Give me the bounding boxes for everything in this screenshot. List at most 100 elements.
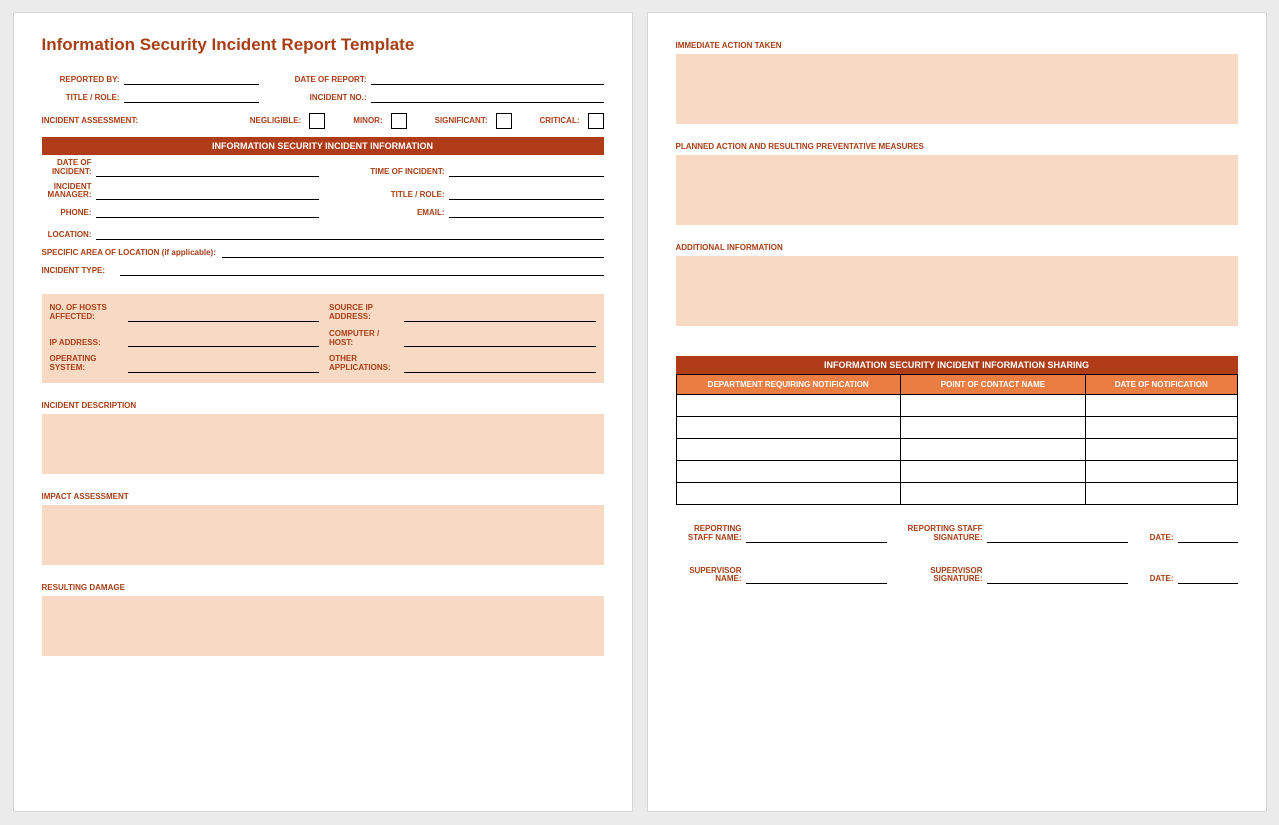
box-incident-description[interactable] (42, 414, 604, 474)
box-additional-info[interactable] (676, 256, 1238, 326)
label-assessment: INCIDENT ASSESSMENT: (42, 117, 152, 126)
field-reporting-name[interactable] (746, 531, 887, 543)
field-incident-manager[interactable] (96, 188, 319, 200)
field-os[interactable] (128, 361, 320, 373)
label-reporting-name: REPORTING STAFF NAME: (676, 525, 746, 543)
label-date-1: DATE: (1128, 534, 1178, 543)
label-planned-action: PLANNED ACTION AND RESULTING PREVENTATIV… (676, 142, 1238, 151)
opt-negligible-label: NEGLIGIBLE: (250, 117, 306, 126)
label-source-ip: SOURCE IP ADDRESS: (329, 304, 404, 322)
label-resulting-damage: RESULTING DAMAGE (42, 583, 604, 592)
field-incident-type[interactable] (120, 264, 604, 276)
label-time-incident: TIME OF INCIDENT: (319, 168, 449, 177)
label-impact-assessment: IMPACT ASSESSMENT (42, 492, 604, 501)
field-ip-address[interactable] (128, 335, 320, 347)
checkbox-critical[interactable] (588, 113, 604, 129)
label-incident-manager: INCIDENT MANAGER: (42, 183, 96, 201)
page-1: Information Security Incident Report Tem… (13, 12, 633, 812)
field-supervisor-sig[interactable] (987, 572, 1128, 584)
assessment-row: INCIDENT ASSESSMENT: NEGLIGIBLE: MINOR: … (42, 113, 604, 129)
label-ip-address: IP ADDRESS: (50, 339, 128, 348)
field-location[interactable] (96, 228, 604, 240)
field-date-2[interactable] (1178, 572, 1238, 584)
field-email[interactable] (449, 206, 604, 218)
row-date-time-incident: DATE OF INCIDENT: TIME OF INCIDENT: (42, 159, 604, 177)
label-incident-no: INCIDENT NO.: (259, 94, 371, 103)
label-phone: PHONE: (42, 209, 96, 218)
checkbox-minor[interactable] (391, 113, 407, 129)
row-title-role-top: TITLE / ROLE: INCIDENT NO.: (42, 91, 604, 103)
sharing-table: DEPARTMENT REQUIRING NOTIFICATION POINT … (676, 374, 1238, 505)
label-immediate-action: IMMEDIATE ACTION TAKEN (676, 41, 1238, 50)
tech-row-3: OPERATING SYSTEM: OTHER APPLICATIONS: (50, 355, 596, 373)
label-supervisor-sig: SUPERVISOR SIGNATURE: (887, 567, 987, 585)
checkbox-significant[interactable] (496, 113, 512, 129)
label-title-role-2: TITLE / ROLE: (319, 191, 449, 200)
table-row[interactable] (676, 439, 1237, 461)
opt-critical-label: CRITICAL: (540, 117, 584, 126)
field-incident-no[interactable] (371, 91, 604, 103)
box-impact-assessment[interactable] (42, 505, 604, 565)
field-reported-by[interactable] (124, 73, 259, 85)
field-date-of-report[interactable] (371, 73, 604, 85)
section-header-info: INFORMATION SECURITY INCIDENT INFORMATIO… (42, 137, 604, 155)
field-reporting-sig[interactable] (987, 531, 1128, 543)
label-incident-type: INCIDENT TYPE: (42, 267, 120, 276)
field-date-1[interactable] (1178, 531, 1238, 543)
field-specific-area[interactable] (222, 246, 604, 258)
opt-minor-label: MINOR: (353, 117, 386, 126)
signature-row-supervisor: SUPERVISOR NAME: SUPERVISOR SIGNATURE: D… (676, 567, 1238, 585)
section-header-sharing: INFORMATION SECURITY INCIDENT INFORMATIO… (676, 356, 1238, 374)
col-contact: POINT OF CONTACT NAME (900, 375, 1085, 395)
box-resulting-damage[interactable] (42, 596, 604, 656)
table-row[interactable] (676, 395, 1237, 417)
label-specific-area: SPECIFIC AREA OF LOCATION (if applicable… (42, 249, 222, 258)
document-title: Information Security Incident Report Tem… (42, 35, 604, 55)
row-phone-email: PHONE: EMAIL: (42, 206, 604, 218)
field-supervisor-name[interactable] (746, 572, 887, 584)
opt-significant-label: SIGNIFICANT: (435, 117, 492, 126)
tech-details-box: NO. OF HOSTS AFFECTED: SOURCE IP ADDRESS… (42, 294, 604, 383)
row-location: LOCATION: (42, 228, 604, 240)
label-reported-by: REPORTED BY: (42, 76, 124, 85)
row-incident-type: INCIDENT TYPE: (42, 264, 604, 276)
field-phone[interactable] (96, 206, 319, 218)
field-source-ip[interactable] (404, 310, 596, 322)
label-supervisor-name: SUPERVISOR NAME: (676, 567, 746, 585)
col-department: DEPARTMENT REQUIRING NOTIFICATION (676, 375, 900, 395)
label-date-2: DATE: (1128, 575, 1178, 584)
field-title-role[interactable] (124, 91, 259, 103)
label-reporting-sig: REPORTING STAFF SIGNATURE: (887, 525, 987, 543)
checkbox-negligible[interactable] (309, 113, 325, 129)
label-email: EMAIL: (319, 209, 449, 218)
box-planned-action[interactable] (676, 155, 1238, 225)
tech-row-2: IP ADDRESS: COMPUTER / HOST: (50, 330, 596, 348)
label-computer-host: COMPUTER / HOST: (329, 330, 404, 348)
label-title-role: TITLE / ROLE: (42, 94, 124, 103)
label-incident-description: INCIDENT DESCRIPTION (42, 401, 604, 410)
col-date-notif: DATE OF NOTIFICATION (1086, 375, 1237, 395)
label-other-apps: OTHER APPLICATIONS: (329, 355, 404, 373)
label-date-of-report: DATE OF REPORT: (259, 76, 371, 85)
field-date-incident[interactable] (96, 165, 319, 177)
field-computer-host[interactable] (404, 335, 596, 347)
page-2: IMMEDIATE ACTION TAKEN PLANNED ACTION AN… (647, 12, 1267, 812)
signature-row-reporting: REPORTING STAFF NAME: REPORTING STAFF SI… (676, 525, 1238, 543)
sharing-tbody (676, 395, 1237, 505)
label-date-incident: DATE OF INCIDENT: (42, 159, 96, 177)
field-hosts-affected[interactable] (128, 310, 320, 322)
label-location: LOCATION: (42, 231, 96, 240)
field-title-role-2[interactable] (449, 188, 604, 200)
label-additional-info: ADDITIONAL INFORMATION (676, 243, 1238, 252)
label-hosts-affected: NO. OF HOSTS AFFECTED: (50, 304, 128, 322)
field-time-incident[interactable] (449, 165, 604, 177)
table-row[interactable] (676, 483, 1237, 505)
row-manager-title: INCIDENT MANAGER: TITLE / ROLE: (42, 183, 604, 201)
tech-row-1: NO. OF HOSTS AFFECTED: SOURCE IP ADDRESS… (50, 304, 596, 322)
table-row[interactable] (676, 461, 1237, 483)
box-immediate-action[interactable] (676, 54, 1238, 124)
table-row[interactable] (676, 417, 1237, 439)
label-os: OPERATING SYSTEM: (50, 355, 128, 373)
field-other-apps[interactable] (404, 361, 596, 373)
row-specific-area: SPECIFIC AREA OF LOCATION (if applicable… (42, 246, 604, 258)
